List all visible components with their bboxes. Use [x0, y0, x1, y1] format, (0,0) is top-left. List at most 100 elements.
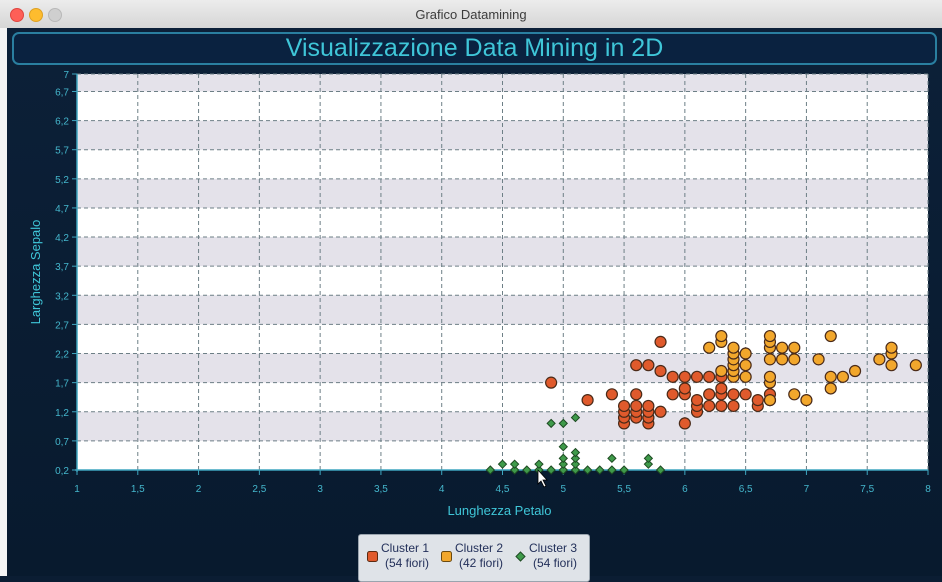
data-point-cluster-1 — [715, 399, 728, 413]
data-point-cluster-1 — [690, 370, 704, 383]
data-point-cluster-3 — [546, 418, 556, 429]
data-point-cluster-2 — [848, 364, 862, 378]
data-point-cluster-3 — [558, 465, 568, 475]
data-point-cluster-1 — [678, 370, 691, 383]
y-tick-label: 5,7 — [55, 146, 69, 157]
data-point-cluster-3 — [655, 465, 666, 475]
data-point-cluster-2 — [788, 388, 801, 401]
y-tick-label: 3,7 — [55, 262, 69, 273]
data-point-cluster-3 — [570, 412, 581, 423]
x-tick-label: 5 — [561, 484, 567, 495]
data-point-cluster-2 — [800, 394, 813, 407]
data-point-cluster-3 — [582, 465, 593, 475]
data-point-cluster-3 — [522, 465, 532, 475]
data-point-cluster-3 — [546, 465, 556, 475]
data-point-cluster-1 — [630, 399, 643, 413]
data-point-cluster-3 — [643, 459, 654, 469]
data-point-cluster-3 — [485, 465, 496, 475]
minimize-window-button[interactable] — [29, 8, 43, 22]
data-point-cluster-3 — [595, 465, 605, 475]
data-point-cluster-3 — [558, 418, 568, 429]
data-point-cluster-1 — [703, 370, 716, 383]
data-point-cluster-1 — [642, 399, 655, 413]
legend-label-cluster-1: Cluster 1 — [381, 541, 430, 555]
data-point-cluster-1 — [678, 417, 691, 430]
y-tick-label: 1,7 — [55, 379, 69, 390]
data-point-cluster-3 — [570, 447, 581, 458]
legend-count-cluster-3: (54 fiori) — [533, 556, 578, 570]
data-point-cluster-1 — [605, 388, 619, 401]
x-axis-title: Lunghezza Petalo — [447, 503, 551, 518]
data-point-cluster-3 — [619, 465, 629, 475]
chart-legend: Cluster 1 (54 fiori) Cluster 2 (42 fiori… — [358, 534, 590, 582]
x-tick-label: 3,5 — [374, 484, 388, 495]
data-point-cluster-3 — [607, 453, 617, 464]
data-point-cluster-2 — [739, 347, 752, 360]
data-point-cluster-1 — [654, 364, 667, 378]
legend-label-cluster-3: Cluster 3 — [529, 541, 578, 555]
data-point-cluster-2 — [909, 359, 922, 372]
x-tick-label: 4 — [439, 484, 445, 495]
data-point-cluster-1 — [703, 388, 716, 401]
legend-count-cluster-2: (42 fiori) — [459, 556, 504, 570]
data-point-cluster-1 — [666, 388, 679, 401]
data-point-cluster-1 — [727, 388, 740, 401]
x-tick-label: 1,5 — [131, 484, 145, 495]
data-point-cluster-3 — [509, 465, 520, 475]
x-tick-label: 4,5 — [496, 484, 510, 495]
data-point-cluster-2 — [715, 329, 728, 343]
close-window-button[interactable] — [10, 8, 24, 22]
data-point-cluster-3 — [607, 465, 617, 475]
legend-marker-cluster-2 — [441, 551, 452, 562]
data-point-cluster-3 — [570, 465, 581, 475]
data-point-cluster-2 — [763, 370, 777, 383]
data-point-cluster-1 — [642, 359, 655, 372]
y-tick-label: 1,2 — [55, 408, 69, 419]
data-point-cluster-2 — [703, 341, 716, 354]
y-tick-label: 6,7 — [55, 87, 69, 98]
data-point-cluster-2 — [824, 382, 837, 395]
data-point-cluster-1 — [545, 376, 558, 389]
data-point-cluster-1 — [654, 335, 667, 348]
data-point-cluster-2 — [824, 370, 837, 383]
x-tick-label: 2,5 — [252, 484, 266, 495]
window-titlebar: Grafico Datamining — [0, 0, 942, 29]
background-window-strip — [0, 28, 7, 576]
data-point-cluster-2 — [763, 353, 777, 366]
data-point-cluster-2 — [788, 341, 801, 354]
data-point-cluster-1 — [727, 399, 740, 413]
x-tick-label: 3 — [317, 484, 323, 495]
data-point-cluster-2 — [739, 370, 752, 383]
data-point-cluster-2 — [873, 353, 886, 366]
y-tick-label: 0,2 — [55, 466, 69, 477]
y-tick-label: 0,7 — [55, 437, 69, 448]
data-point-cluster-1 — [654, 405, 667, 418]
data-point-cluster-1 — [715, 382, 728, 395]
zoom-window-button[interactable] — [48, 8, 62, 22]
y-tick-label: 5,2 — [55, 175, 69, 186]
x-tick-label: 6,5 — [739, 484, 753, 495]
y-tick-label: 4,2 — [55, 233, 69, 244]
data-point-cluster-2 — [788, 353, 801, 366]
data-point-cluster-3 — [558, 441, 568, 452]
data-point-cluster-3 — [558, 453, 568, 464]
data-point-cluster-1 — [630, 388, 643, 401]
data-point-cluster-2 — [776, 353, 789, 366]
x-tick-label: 7,5 — [860, 484, 874, 495]
data-point-cluster-1 — [739, 388, 752, 401]
x-tick-label: 8 — [925, 484, 931, 495]
y-tick-label: 4,7 — [55, 204, 69, 215]
data-point-cluster-2 — [763, 394, 777, 407]
x-tick-label: 6 — [682, 484, 688, 495]
legend-marker-cluster-1 — [367, 551, 378, 562]
data-point-cluster-1 — [617, 399, 631, 413]
legend-marker-cluster-3 — [515, 551, 526, 562]
y-tick-label: 3,2 — [55, 291, 69, 302]
chart-title: Visualizzazione Data Mining in 2D — [12, 32, 937, 65]
y-tick-label: 2,2 — [55, 350, 69, 361]
data-point-cluster-2 — [727, 341, 740, 354]
data-point-cluster-2 — [715, 364, 728, 378]
data-point-cluster-1 — [690, 394, 704, 407]
data-point-cluster-1 — [678, 382, 691, 395]
data-point-cluster-2 — [812, 353, 825, 366]
